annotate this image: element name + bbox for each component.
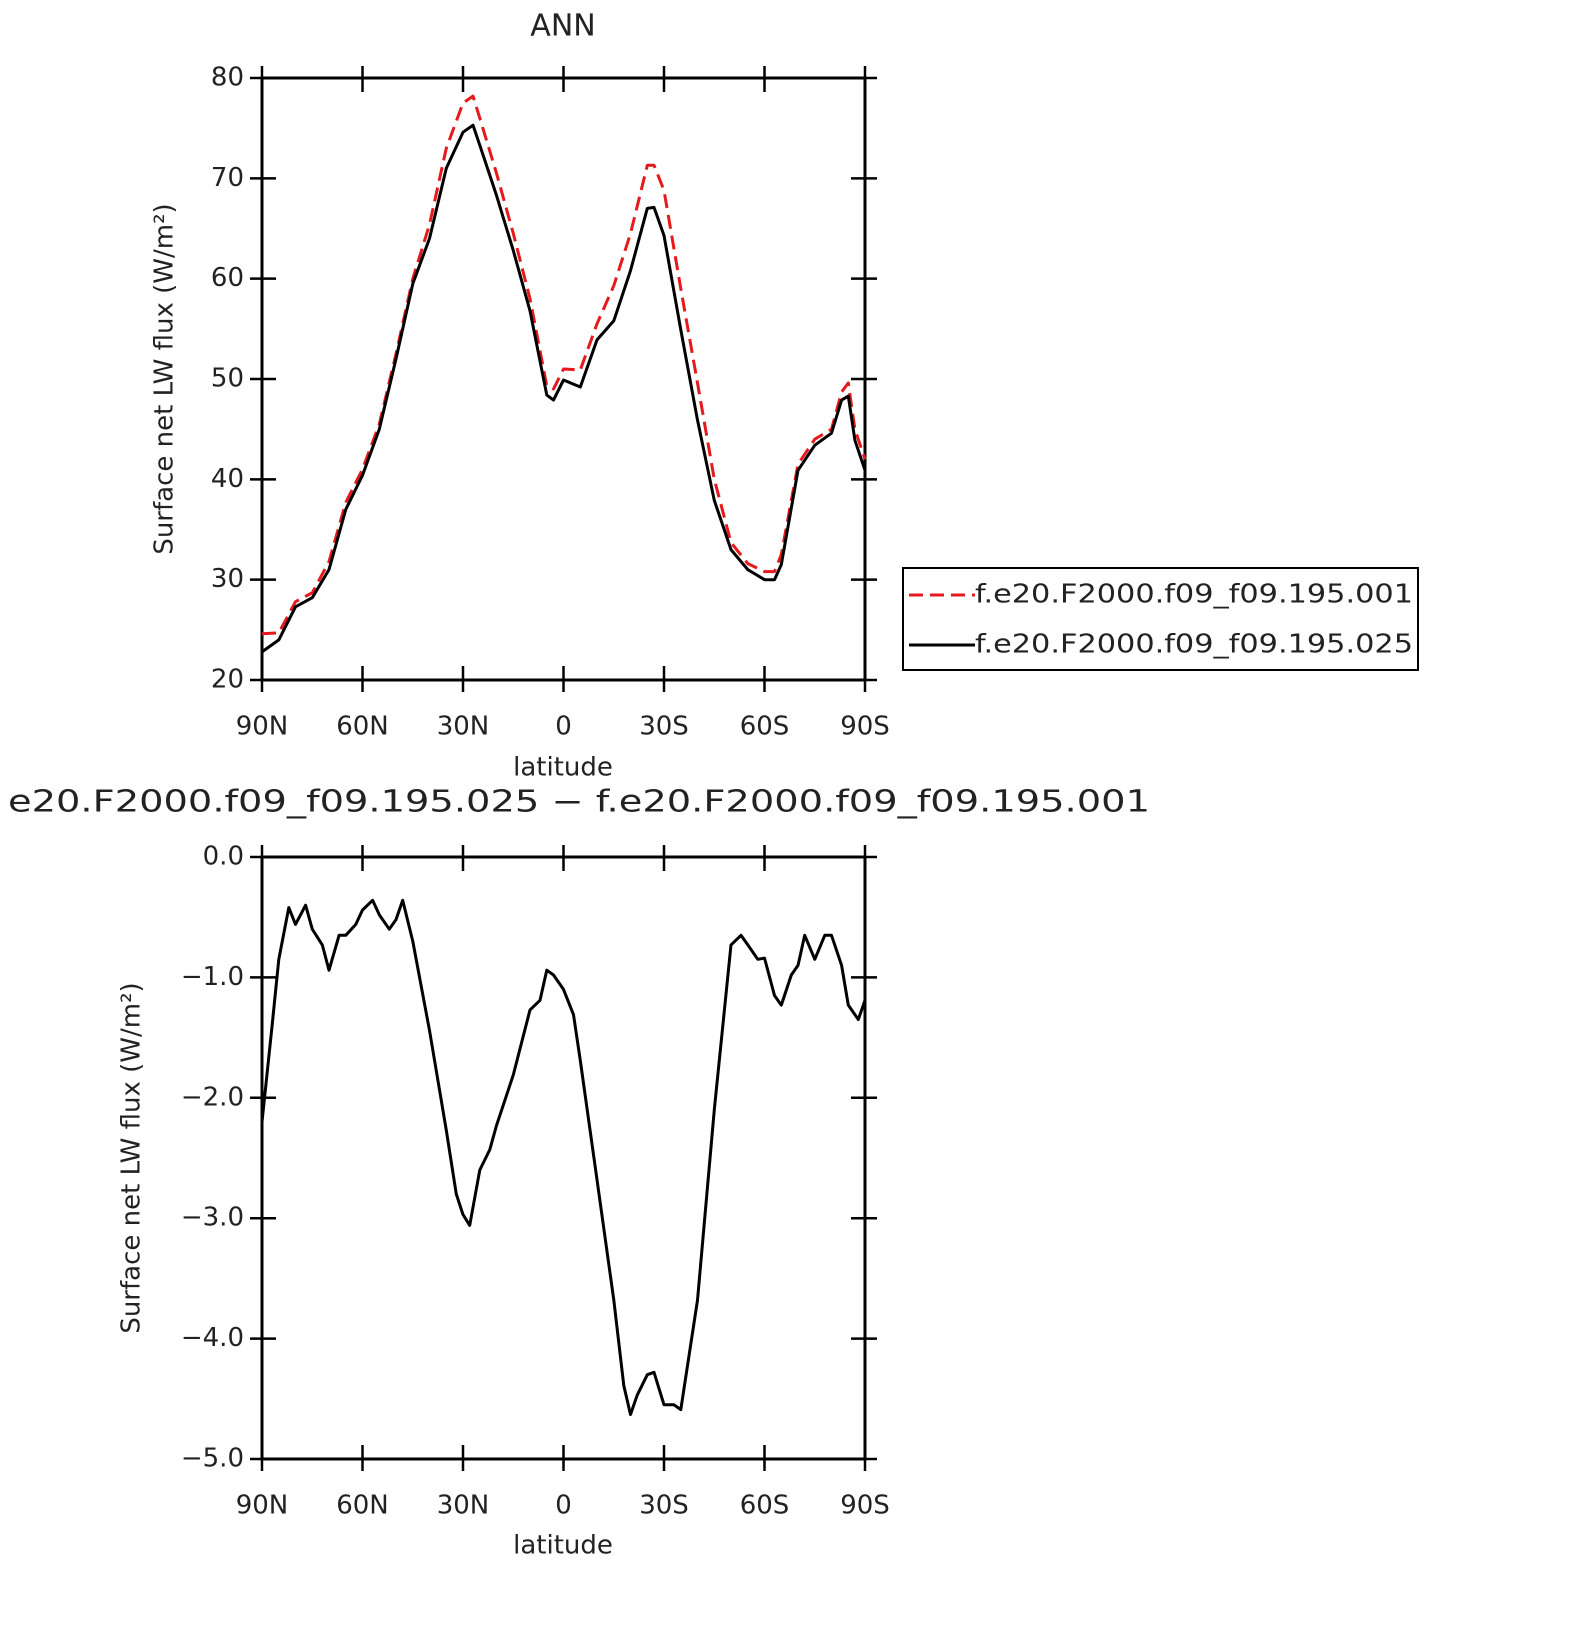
- plot-frame: [260, 855, 867, 1461]
- y-tick-label: −1.0: [181, 962, 244, 992]
- bottom-chart: e20.F2000.f09_f09.195.025 − f.e20.F2000.…: [8, 785, 1150, 1561]
- legend-box: [902, 567, 1419, 671]
- y-tick-label: −4.0: [181, 1323, 244, 1353]
- y-tick-label: 60: [211, 263, 244, 293]
- x-tick-label: 60N: [336, 1491, 389, 1521]
- x-tick-label: 90S: [840, 1491, 890, 1521]
- x-tick-label: 90N: [236, 712, 289, 742]
- y-tick-label: −2.0: [181, 1082, 244, 1112]
- y-tick-label: 20: [211, 665, 244, 695]
- chart-title: ANN: [530, 9, 595, 44]
- y-tick-label: 80: [211, 63, 244, 93]
- y-tick-label: 50: [211, 364, 244, 394]
- y-axis-label: Surface net LW flux (W/m²): [117, 982, 147, 1333]
- y-tick-label: −5.0: [181, 1444, 244, 1474]
- y-tick-label: −3.0: [181, 1203, 244, 1233]
- x-tick-label: 60S: [740, 712, 790, 742]
- chart-title: e20.F2000.f09_f09.195.025 − f.e20.F2000.…: [8, 785, 1150, 820]
- x-tick-label: 60N: [336, 712, 389, 742]
- legend-label: f.e20.F2000.f09_f09.195.025: [975, 630, 1413, 660]
- x-tick-label: 30S: [639, 712, 689, 742]
- x-tick-label: 30S: [639, 1491, 689, 1521]
- y-tick-label: 70: [211, 163, 244, 193]
- x-tick-label: 30N: [437, 1491, 490, 1521]
- x-axis-label: latitude: [513, 1531, 613, 1561]
- data-line: [261, 123, 867, 654]
- y-tick-label: 0.0: [203, 842, 244, 872]
- x-tick-label: 0: [555, 1491, 572, 1521]
- x-tick-label: 90S: [840, 712, 890, 742]
- x-axis-label: latitude: [513, 753, 613, 783]
- y-tick-label: 30: [211, 564, 244, 594]
- top-chart: ANN latitude Surface net LW flux (W/m²) …: [150, 9, 1419, 783]
- x-tick-label: 60S: [740, 1491, 790, 1521]
- data-line: [261, 94, 867, 636]
- y-axis-label: Surface net LW flux (W/m²): [150, 203, 180, 554]
- y-tick-label: 40: [211, 464, 244, 494]
- x-tick-label: 30N: [437, 712, 490, 742]
- x-tick-label: 90N: [236, 1491, 289, 1521]
- x-tick-label: 0: [555, 712, 572, 742]
- data-line: [260, 898, 867, 1416]
- legend-label: f.e20.F2000.f09_f09.195.001: [975, 580, 1413, 610]
